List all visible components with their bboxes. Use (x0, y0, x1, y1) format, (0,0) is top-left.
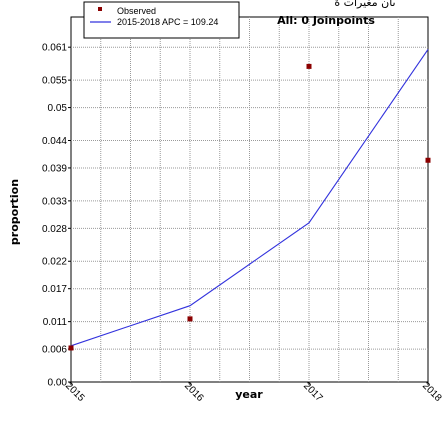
x-tick-label: 2017 (301, 380, 325, 404)
apc-trend-line (70, 49, 429, 347)
legend-observed-label: Observed (117, 6, 156, 16)
y-tick-label: 0.039 (42, 163, 67, 174)
y-tick-label: 0.022 (42, 257, 67, 268)
apc-line-series (70, 49, 429, 347)
header-fragment: ىان مغيرات ة (334, 0, 395, 9)
observed-point (425, 157, 431, 163)
y-tick-label: 0.055 (42, 76, 67, 87)
y-tick-label: 0.05 (48, 103, 68, 114)
legend-box (83, 1, 240, 39)
grid-lines (71, 17, 428, 382)
observed-points (68, 63, 431, 351)
x-tick-label: 2016 (182, 380, 206, 404)
legend-line-label: 2015-2018 APC = 109.24 (117, 17, 218, 27)
observed-point (68, 345, 74, 351)
joinpoints-annotation: All: 0 Joinpoints (277, 14, 375, 27)
y-axis-ticks: 0.00 0.006 0.011 0.017 0.022 0.028 0.033 0.039 0… (42, 43, 71, 389)
x-axis-title: year (235, 388, 263, 401)
y-tick-label: 0.033 (42, 196, 67, 207)
legend: Observed 2015-2018 APC = 109.24 (83, 1, 240, 39)
y-tick-label: 0.017 (42, 284, 67, 295)
y-tick-label: 0.044 (42, 136, 67, 147)
observed-point (187, 316, 193, 322)
x-tick-label: 2015 (63, 380, 87, 404)
observed-point (306, 63, 312, 69)
y-tick-label: 0.028 (42, 224, 67, 235)
legend-observed-marker (98, 7, 102, 11)
y-tick-label: 0.006 (42, 345, 67, 356)
x-tick-label: 2018 (420, 380, 442, 404)
y-tick-label: 0.00 (48, 378, 68, 389)
y-tick-label: 0.061 (42, 43, 67, 54)
y-axis-title: proportion (8, 179, 21, 245)
y-tick-label: 0.011 (43, 317, 68, 328)
